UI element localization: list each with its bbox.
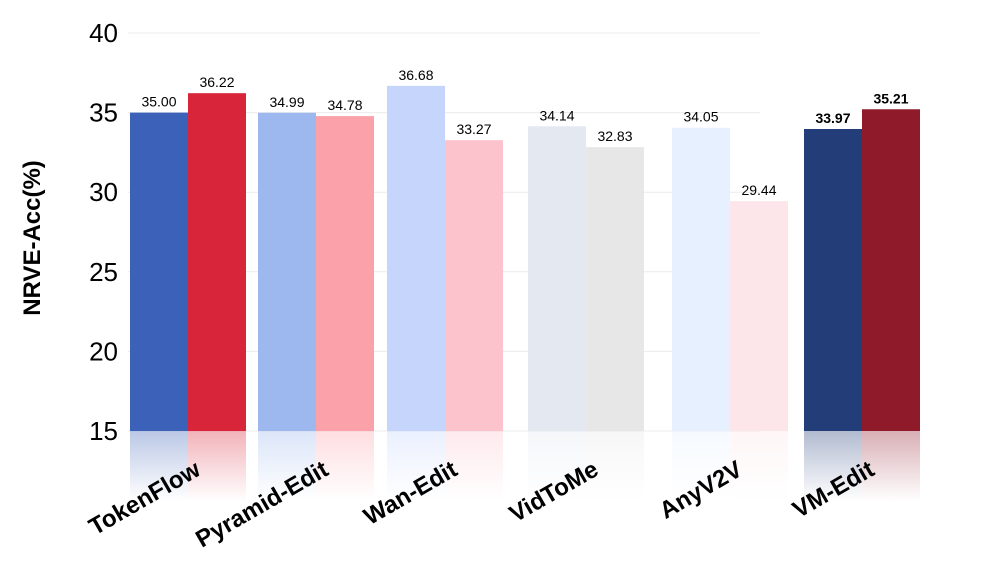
value-label: 36.68 <box>398 67 433 83</box>
bar-reflection-fade <box>804 431 862 501</box>
bar-reflection-fade <box>862 431 920 501</box>
value-label: 36.22 <box>199 74 234 90</box>
value-label: 33.97 <box>815 110 850 126</box>
bar-reflection-fade <box>188 431 246 501</box>
bar <box>528 126 586 431</box>
bar <box>586 147 644 431</box>
bars <box>130 85 920 431</box>
y-tick-label: 15 <box>89 416 118 446</box>
bar <box>730 201 788 431</box>
bar-reflection-fade <box>730 431 788 501</box>
value-label: 34.78 <box>327 97 362 113</box>
bar <box>387 85 445 431</box>
bar-reflection-fade <box>258 431 316 501</box>
y-tick-label: 35 <box>89 98 118 128</box>
bar-reflection-fade <box>130 431 188 501</box>
bar-reflection-fade <box>586 431 644 501</box>
bar-reflection-fade <box>316 431 374 501</box>
bar-reflections <box>130 431 920 501</box>
value-label: 35.21 <box>873 90 908 106</box>
bar-reflection-fade <box>672 431 730 501</box>
value-label: 29.44 <box>741 182 776 198</box>
bar <box>316 116 374 431</box>
bar <box>258 112 316 431</box>
bar <box>672 127 730 431</box>
bar-reflection-fade <box>445 431 503 501</box>
y-tick-label: 30 <box>89 177 118 207</box>
value-label: 33.27 <box>456 121 491 137</box>
bar <box>445 140 503 431</box>
bar-reflection-fade <box>528 431 586 501</box>
y-tick-label: 40 <box>89 18 118 48</box>
y-tick-label: 20 <box>89 336 118 366</box>
y-axis-label: NRVE-Acc(%) <box>19 160 46 316</box>
value-label: 34.14 <box>539 107 574 123</box>
bar-reflection-fade <box>387 431 445 501</box>
value-label: 35.00 <box>141 94 176 110</box>
value-labels: 35.00 36.22 34.99 34.78 36.68 33.27 34.14 32.83… <box>141 67 908 198</box>
bar <box>130 112 188 431</box>
value-label: 32.83 <box>597 128 632 144</box>
y-tick-label: 25 <box>89 257 118 287</box>
bar <box>188 93 246 431</box>
value-label: 34.99 <box>269 94 304 110</box>
value-label: 34.05 <box>683 109 718 125</box>
bar <box>804 128 862 431</box>
bar <box>862 109 920 431</box>
y-axis-ticks: 15 20 25 30 35 40 <box>89 18 118 446</box>
